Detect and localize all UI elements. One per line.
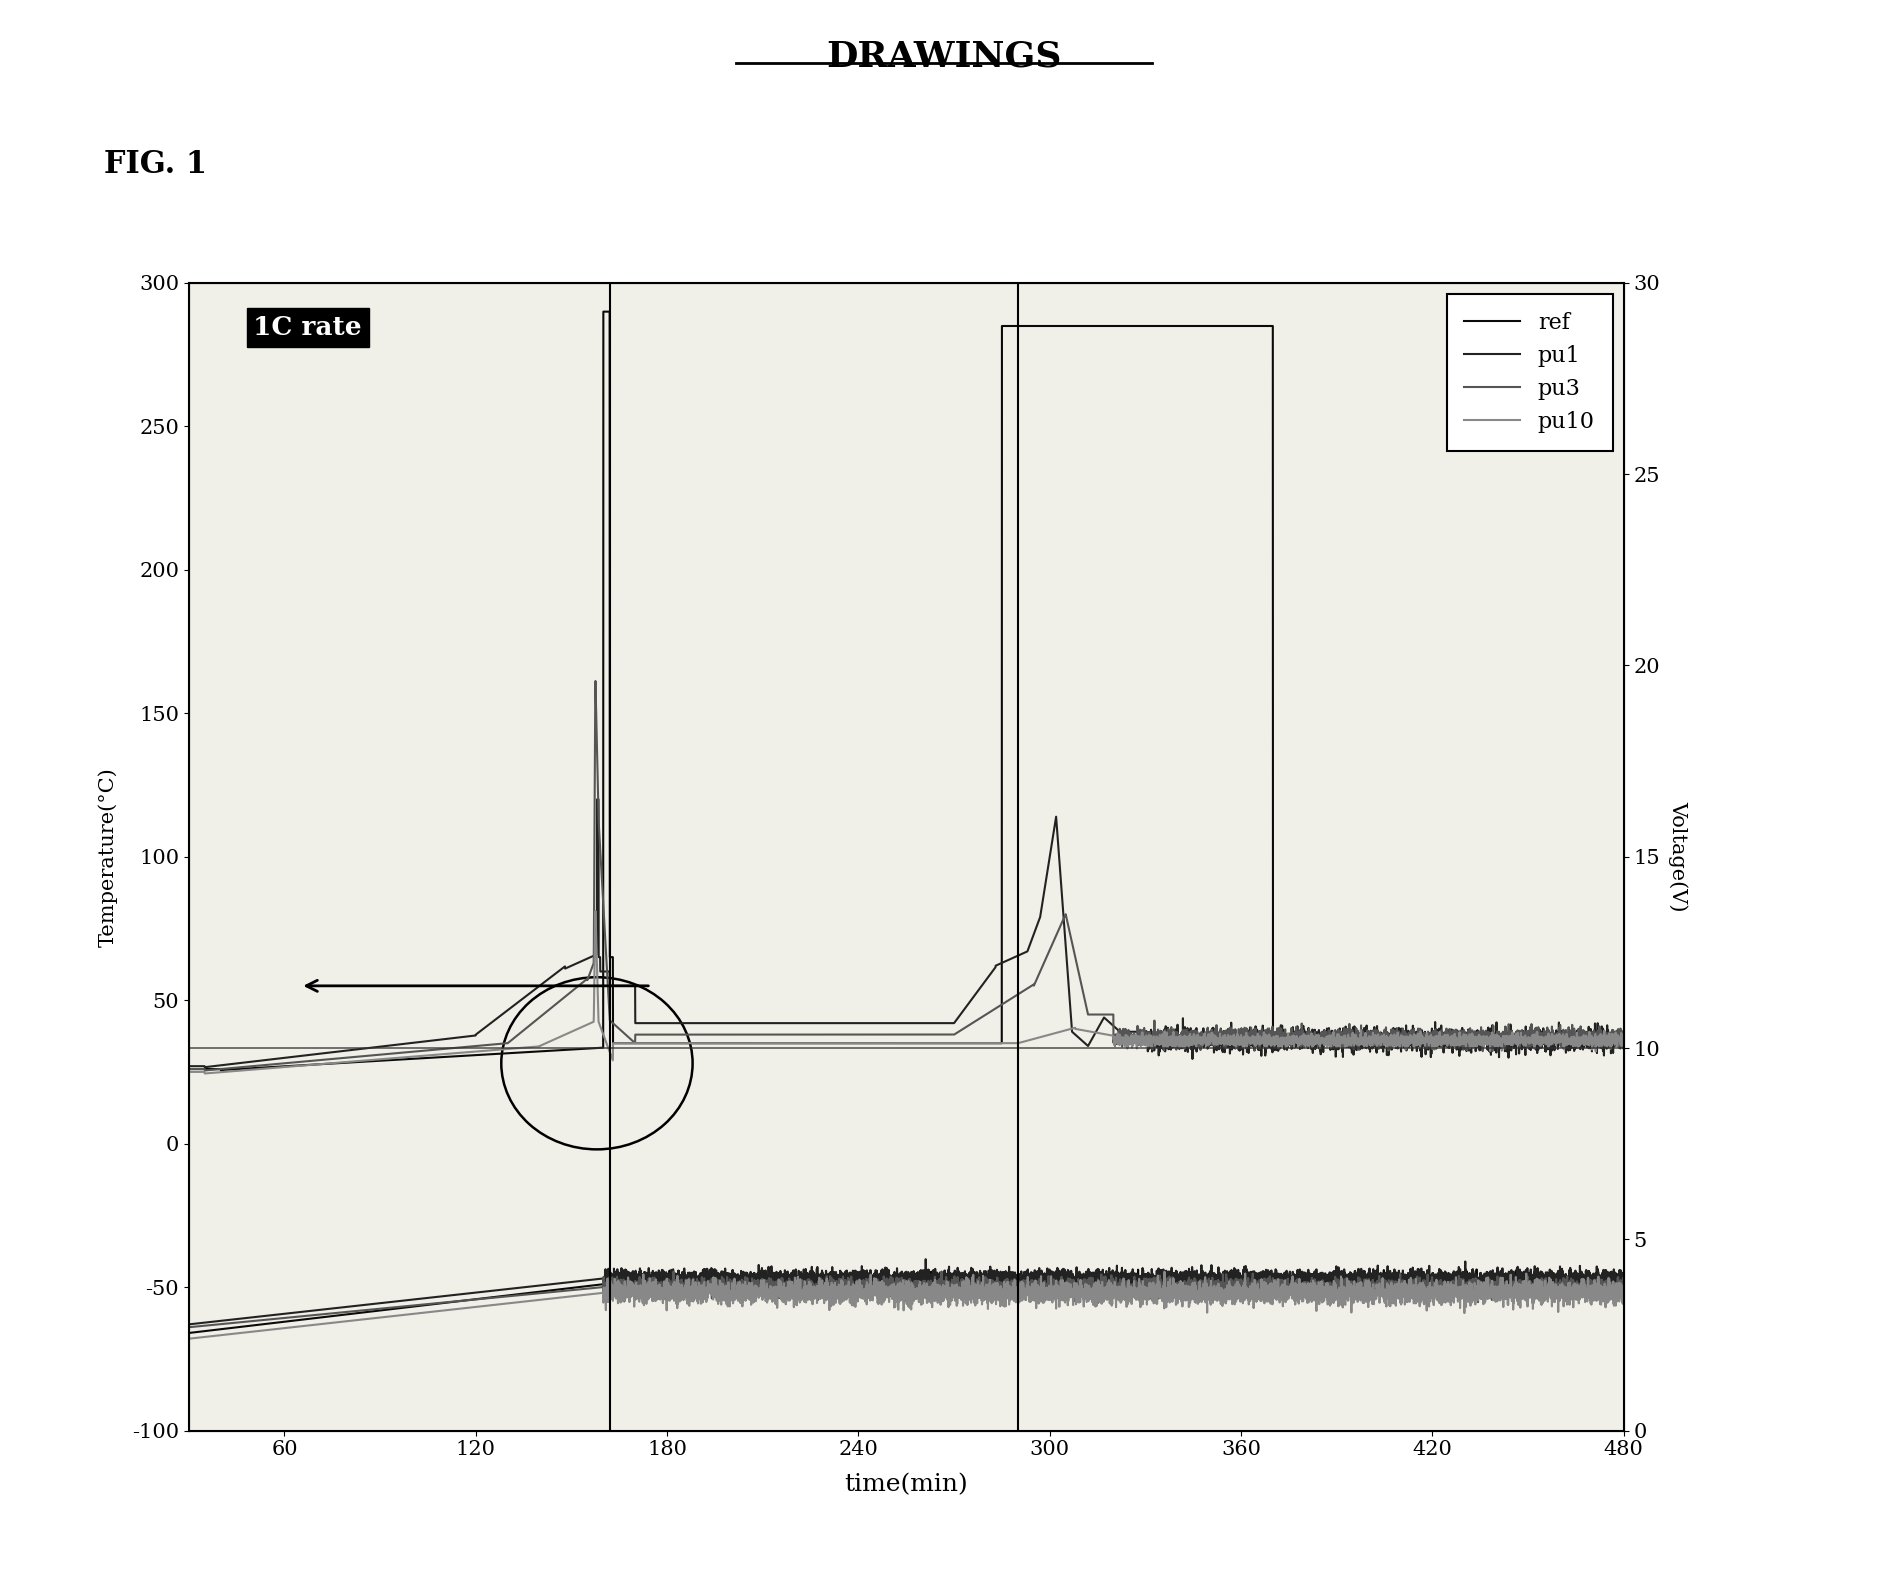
pu1 bbox=[193, 1058, 215, 1077]
Y-axis label: Temperature(°C): Temperature(°C) bbox=[98, 767, 119, 946]
pu10 bbox=[1089, 1023, 1112, 1042]
pu3 bbox=[249, 1056, 272, 1075]
ref bbox=[177, 1060, 200, 1078]
ref bbox=[1612, 1034, 1635, 1053]
pu3 bbox=[1027, 967, 1050, 986]
pu10 bbox=[1027, 1028, 1050, 1047]
pu10 bbox=[1612, 1031, 1635, 1050]
Legend: ref, pu1, pu3, pu10: ref, pu1, pu3, pu10 bbox=[1446, 294, 1612, 451]
pu1 bbox=[177, 1056, 200, 1075]
ref bbox=[1089, 316, 1112, 335]
pu1 bbox=[1027, 913, 1050, 932]
pu10 bbox=[1318, 1028, 1340, 1047]
pu1 bbox=[1089, 1014, 1112, 1033]
pu1 bbox=[1242, 1028, 1265, 1047]
pu10 bbox=[193, 1064, 215, 1083]
pu1 bbox=[249, 1052, 272, 1071]
pu3 bbox=[1089, 1005, 1112, 1023]
pu3 bbox=[1318, 1028, 1340, 1047]
ref bbox=[210, 1061, 232, 1080]
ref bbox=[249, 1058, 272, 1077]
ref bbox=[1318, 1034, 1340, 1053]
Line: ref: ref bbox=[189, 311, 1624, 1071]
pu1 bbox=[585, 789, 608, 808]
pu10 bbox=[1242, 1031, 1265, 1050]
pu10 bbox=[249, 1060, 272, 1078]
pu3 bbox=[697, 1025, 719, 1044]
pu1 bbox=[697, 1014, 719, 1033]
Text: DRAWINGS: DRAWINGS bbox=[827, 39, 1061, 74]
pu10 bbox=[177, 1063, 200, 1082]
Line: pu1: pu1 bbox=[189, 799, 1624, 1067]
pu10 bbox=[583, 901, 606, 920]
Text: 1C rate: 1C rate bbox=[253, 314, 362, 340]
pu1 bbox=[1612, 1027, 1635, 1045]
pu3 bbox=[193, 1061, 215, 1080]
ref bbox=[1242, 316, 1265, 335]
pu3 bbox=[1612, 1025, 1635, 1044]
pu1 bbox=[1318, 1031, 1340, 1050]
ref bbox=[593, 302, 615, 321]
Text: FIG. 1: FIG. 1 bbox=[104, 149, 208, 181]
ref bbox=[1027, 316, 1050, 335]
Line: pu3: pu3 bbox=[189, 681, 1624, 1071]
X-axis label: time(min): time(min) bbox=[844, 1473, 969, 1497]
pu3 bbox=[1242, 1025, 1265, 1044]
pu3 bbox=[177, 1060, 200, 1078]
ref bbox=[697, 1034, 719, 1053]
pu10 bbox=[697, 1034, 719, 1053]
pu3 bbox=[583, 671, 606, 690]
Y-axis label: Voltage(V): Voltage(V) bbox=[1669, 802, 1688, 912]
Line: pu10: pu10 bbox=[189, 910, 1624, 1074]
